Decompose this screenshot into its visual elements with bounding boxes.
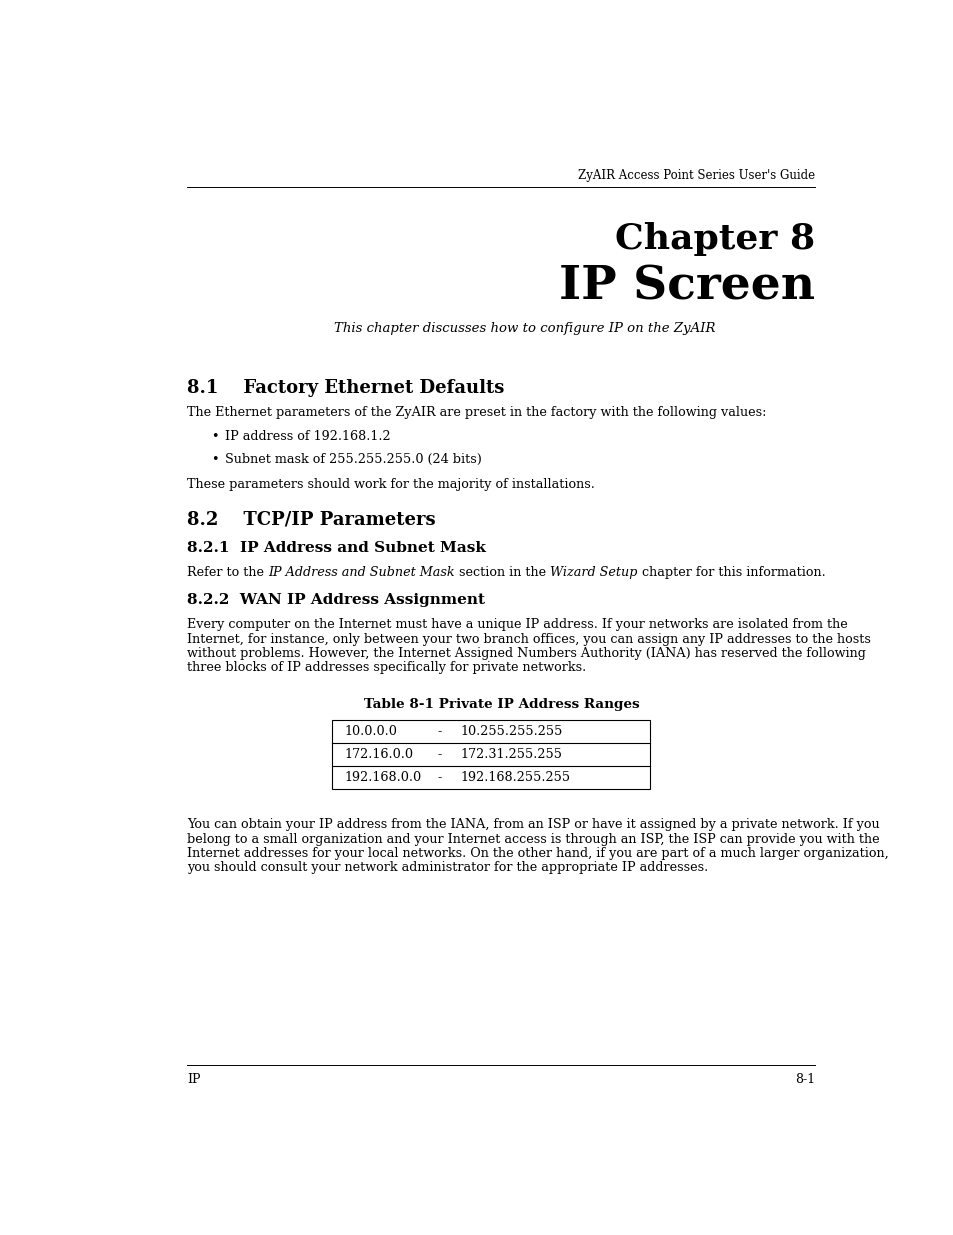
Text: These parameters should work for the majority of installations.: These parameters should work for the maj… (187, 478, 595, 492)
Bar (332, 720, 649, 789)
Text: 172.31.255.255: 172.31.255.255 (459, 748, 561, 761)
Text: IP Address and Subnet Mask: IP Address and Subnet Mask (268, 566, 455, 579)
Text: 8.2    TCP/IP Parameters: 8.2 TCP/IP Parameters (187, 510, 436, 529)
Text: -: - (436, 725, 441, 739)
Text: three blocks of IP addresses specifically for private networks.: three blocks of IP addresses specificall… (187, 661, 586, 674)
Text: 8.2.1  IP Address and Subnet Mask: 8.2.1 IP Address and Subnet Mask (187, 541, 486, 556)
Text: you should consult your network administrator for the appropriate IP addresses.: you should consult your network administ… (187, 861, 708, 874)
Text: This chapter discusses how to configure IP on the ZyAIR: This chapter discusses how to configure … (334, 321, 715, 335)
Text: Every computer on the Internet must have a unique IP address. If your networks a: Every computer on the Internet must have… (187, 619, 847, 631)
Text: Chapter 8: Chapter 8 (615, 222, 815, 256)
Text: 192.168.0.0: 192.168.0.0 (344, 771, 420, 784)
Text: Wizard Setup: Wizard Setup (550, 566, 637, 579)
Text: You can obtain your IP address from the IANA, from an ISP or have it assigned by: You can obtain your IP address from the … (187, 819, 880, 831)
Text: •: • (211, 431, 218, 443)
Text: 10.0.0.0: 10.0.0.0 (344, 725, 396, 739)
Text: 8-1: 8-1 (794, 1073, 815, 1086)
Text: 8.1    Factory Ethernet Defaults: 8.1 Factory Ethernet Defaults (187, 379, 504, 398)
Text: 10.255.255.255: 10.255.255.255 (459, 725, 562, 739)
Text: IP: IP (187, 1073, 201, 1086)
Text: section in the: section in the (455, 566, 550, 579)
Text: Internet addresses for your local networks. On the other hand, if you are part o: Internet addresses for your local networ… (187, 847, 888, 860)
Text: -: - (436, 748, 441, 761)
Text: Refer to the: Refer to the (187, 566, 268, 579)
Text: chapter for this information.: chapter for this information. (637, 566, 824, 579)
Text: 192.168.255.255: 192.168.255.255 (459, 771, 570, 784)
Text: without problems. However, the Internet Assigned Numbers Authority (IANA) has re: without problems. However, the Internet … (187, 647, 865, 659)
Text: Table 8-1 Private IP Address Ranges: Table 8-1 Private IP Address Ranges (363, 698, 639, 711)
Text: IP Screen: IP Screen (558, 264, 815, 310)
Text: 8.2.2  WAN IP Address Assignment: 8.2.2 WAN IP Address Assignment (187, 593, 485, 606)
Text: Internet, for instance, only between your two branch offices, you can assign any: Internet, for instance, only between you… (187, 632, 870, 646)
Text: belong to a small organization and your Internet access is through an ISP, the I: belong to a small organization and your … (187, 832, 880, 846)
Text: -: - (436, 771, 441, 784)
Text: Subnet mask of 255.255.255.0 (24 bits): Subnet mask of 255.255.255.0 (24 bits) (224, 453, 481, 466)
Text: IP address of 192.168.1.2: IP address of 192.168.1.2 (224, 431, 390, 443)
Text: The Ethernet parameters of the ZyAIR are preset in the factory with the followin: The Ethernet parameters of the ZyAIR are… (187, 406, 766, 419)
Text: 172.16.0.0: 172.16.0.0 (344, 748, 413, 761)
Text: •: • (211, 453, 218, 466)
Text: ZyAIR Access Point Series User's Guide: ZyAIR Access Point Series User's Guide (578, 169, 815, 182)
